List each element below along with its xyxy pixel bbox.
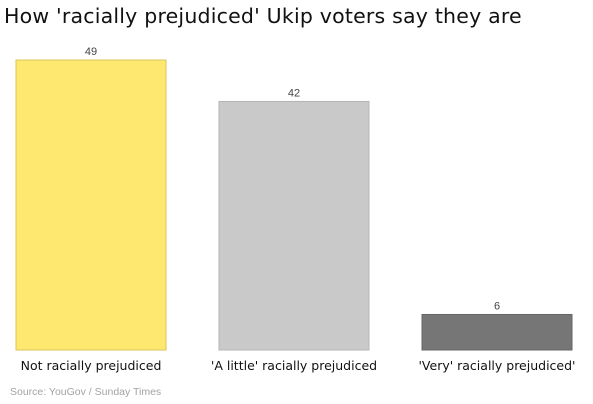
value-label-2: 42 — [288, 87, 300, 99]
value-label-1: 49 — [85, 46, 97, 58]
value-labels-group: 49 42 6 — [85, 46, 500, 312]
chart-title: How 'racially prejudiced' Ukip voters sa… — [4, 4, 522, 28]
bar-3 — [421, 313, 573, 351]
category-label-2: 'A little' racially prejudiced — [211, 358, 377, 373]
category-labels-group: Not racially prejudiced 'A little' racial… — [21, 358, 576, 373]
source-note: Source: YouGov / Sunday Times — [10, 386, 162, 398]
bar-2 — [218, 100, 370, 351]
value-label-3: 6 — [494, 300, 500, 312]
category-label-1: Not racially prejudiced — [21, 358, 162, 373]
bars-group — [15, 59, 573, 351]
category-label-3: 'Very' racially prejudiced' — [418, 358, 575, 373]
bar-1 — [15, 59, 167, 351]
